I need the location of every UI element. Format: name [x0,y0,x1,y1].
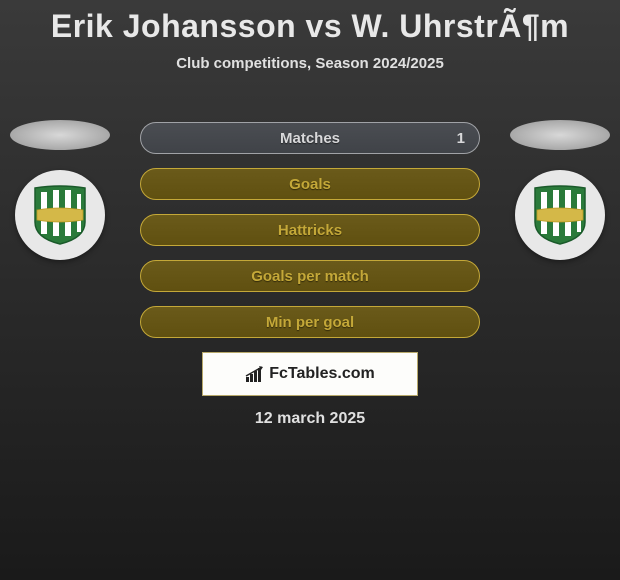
stat-row-min-per-goal: Min per goal [140,306,480,338]
stat-label: Min per goal [266,314,354,331]
player-left-badge [10,120,110,260]
stat-label: Hattricks [278,222,342,239]
stat-row-matches: Matches 1 [140,122,480,154]
club-shield-icon [33,184,87,246]
source-logo-text: FcTables.com [269,365,375,383]
stat-rows: Matches 1 Goals Hattricks Goals per matc… [140,122,480,352]
club-shield-icon [533,184,587,246]
source-logo-box: FcTables.com [202,352,418,396]
page-subtitle: Club competitions, Season 2024/2025 [0,55,620,72]
player-left-oval [10,120,110,150]
stat-row-goals-per-match: Goals per match [140,260,480,292]
player-right-oval [510,120,610,150]
stat-label: Goals [289,176,331,193]
player-right-badge [510,120,610,260]
source-logo: FcTables.com [245,365,375,383]
stat-label: Goals per match [251,268,369,285]
club-logo-left [15,170,105,260]
club-logo-right [515,170,605,260]
stat-row-hattricks: Hattricks [140,214,480,246]
bar-chart-icon [245,365,267,383]
stat-label: Matches [280,130,340,147]
stat-right-value: 1 [457,130,465,147]
date-label: 12 march 2025 [0,410,620,428]
page-title: Erik Johansson vs W. UhrstrÃ¶m [0,0,620,45]
stat-row-goals: Goals [140,168,480,200]
